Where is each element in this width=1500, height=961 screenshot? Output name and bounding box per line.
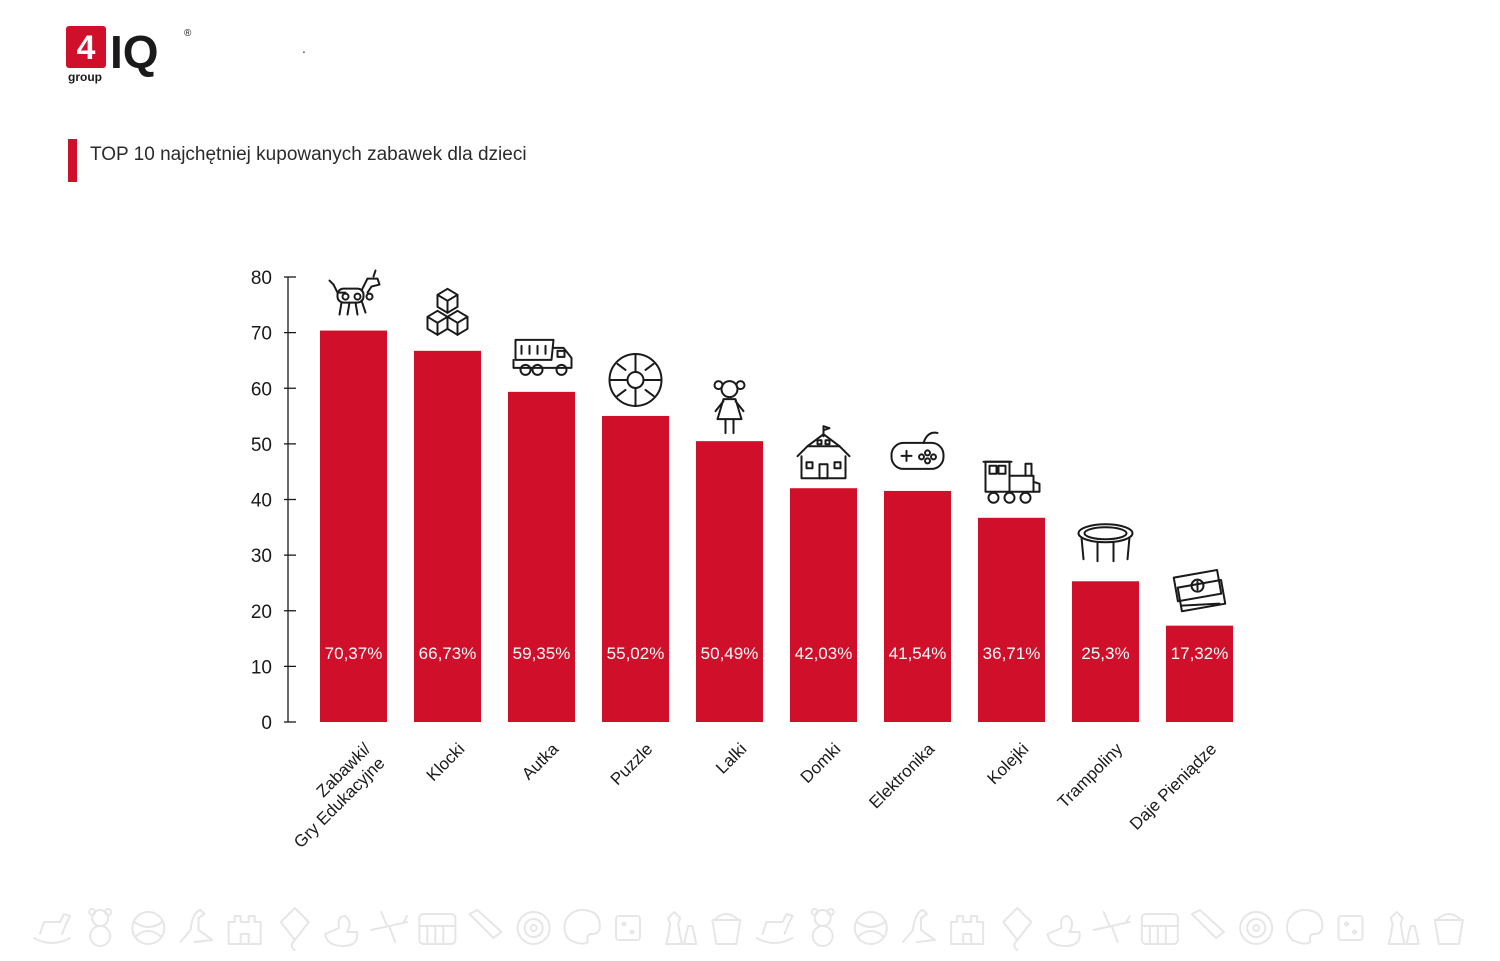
boomerang-icon	[1191, 909, 1225, 939]
piano-icon	[418, 913, 457, 945]
y-tick-label: 40	[251, 491, 272, 512]
logo-registered-mark: ®	[184, 28, 192, 39]
x-category-label-line: Kolejki	[983, 739, 1032, 788]
x-category-label: Domki	[797, 739, 844, 786]
x-category-label-line: Lalki	[712, 739, 750, 777]
bar-value-label: 55,02%	[607, 644, 665, 663]
x-category-label-line: Elektronika	[865, 739, 938, 812]
money-icon	[1172, 569, 1227, 613]
blocks-icon	[426, 287, 469, 336]
rocking-horse-icon	[755, 913, 794, 944]
bar	[884, 490, 951, 722]
bar	[696, 441, 763, 722]
x-category-label-line: Daje Pieniądze	[1126, 739, 1220, 833]
header-dot: .	[302, 40, 306, 56]
dump-truck-icon	[512, 338, 573, 376]
sand-bucket-icon	[711, 913, 742, 945]
bar-value-label: 25,3%	[1081, 644, 1129, 663]
x-category-label: Lalki	[712, 739, 750, 777]
bar	[602, 415, 669, 722]
y-tick-label: 80	[251, 268, 272, 289]
dinosaur-icon	[179, 909, 214, 943]
teddy-bear-icon	[88, 908, 113, 947]
x-category-label-line: Klocki	[423, 739, 469, 785]
bar-value-label: 17,32%	[1171, 644, 1229, 663]
teddy-bear-icon	[810, 908, 835, 947]
x-category-label-line: Trampoliny	[1054, 739, 1127, 812]
bar-chart: 0 10 20 30 40 50 60 70 80 70,37% Zabawki/Gry Eduk…	[251, 268, 1233, 852]
title-accent-bar	[68, 139, 77, 182]
airplane-icon	[1092, 911, 1131, 943]
bar-value-label: 36,71%	[983, 644, 1041, 663]
logo-letters: IQ	[110, 26, 159, 78]
bar	[414, 350, 481, 722]
dinosaur-icon	[902, 909, 936, 943]
bar	[790, 488, 857, 722]
doll-icon	[713, 380, 746, 435]
x-category-label-line: Puzzle	[607, 739, 657, 789]
x-category-label: Zabawki/Gry Edukacyjne	[276, 739, 389, 852]
airplane-icon	[370, 911, 409, 943]
x-category-label: Daje Pieniądze	[1126, 739, 1220, 833]
boomerang-icon	[468, 909, 503, 939]
target-icon	[1239, 911, 1274, 945]
palette-icon	[563, 909, 601, 945]
logo-number: 4	[77, 29, 96, 67]
x-category-label: Klocki	[423, 739, 469, 785]
ball-icon	[853, 911, 888, 945]
palette-icon	[1286, 909, 1324, 945]
y-tick-label: 50	[251, 435, 272, 456]
dice-icon	[1337, 915, 1364, 941]
brand-logo: 4 IQ ® group	[66, 26, 196, 84]
x-category-label: Autka	[518, 739, 563, 784]
dice-icon	[615, 915, 641, 941]
robot-dog-icon	[328, 269, 381, 316]
house-icon	[796, 425, 851, 480]
y-tick-label: 0	[261, 713, 272, 734]
chess-icon	[1387, 911, 1420, 945]
trampoline-icon	[1077, 523, 1134, 563]
bar	[508, 391, 575, 722]
bar	[978, 517, 1045, 722]
bar-value-label: 41,54%	[889, 644, 947, 663]
y-tick-label: 20	[251, 602, 272, 623]
bar-value-label: 59,35%	[513, 644, 571, 663]
puzzle-icon	[608, 352, 663, 407]
train-icon	[982, 460, 1041, 504]
ball-icon	[131, 911, 166, 945]
duck-icon	[324, 915, 359, 947]
bar-value-label: 66,73%	[419, 644, 477, 663]
y-tick-label: 30	[251, 546, 272, 567]
bar-value-label: 70,37%	[325, 644, 383, 663]
gamepad-icon	[890, 431, 945, 470]
bar	[1166, 625, 1233, 722]
x-category-label: Elektronika	[865, 739, 938, 812]
x-category-label: Puzzle	[607, 739, 657, 789]
kite-icon	[1002, 907, 1033, 951]
y-tick-label: 60	[251, 379, 272, 400]
sand-bucket-icon	[1433, 913, 1464, 945]
bar-value-label: 42,03%	[795, 644, 853, 663]
kite-icon	[279, 907, 310, 951]
x-category-label-line: Autka	[518, 739, 563, 784]
piano-icon	[1140, 913, 1179, 945]
bar	[320, 330, 387, 722]
footer-icon-strip	[30, 900, 1475, 956]
rocking-horse-icon	[33, 913, 71, 944]
duck-icon	[1046, 915, 1081, 947]
x-category-label-line: Domki	[797, 739, 844, 786]
x-category-label: Kolejki	[983, 739, 1032, 788]
chart-title: TOP 10 najchętniej kupowanych zabawek dl…	[90, 144, 527, 165]
bar	[1072, 581, 1139, 722]
chess-icon	[665, 911, 698, 945]
target-icon	[516, 911, 551, 945]
castle-icon	[950, 915, 985, 945]
y-tick-label: 70	[251, 324, 272, 345]
castle-icon	[227, 915, 262, 945]
y-tick-label: 10	[251, 657, 272, 678]
logo-sub: group	[68, 70, 102, 84]
bar-value-label: 50,49%	[701, 644, 759, 663]
x-category-label: Trampoliny	[1054, 739, 1127, 812]
